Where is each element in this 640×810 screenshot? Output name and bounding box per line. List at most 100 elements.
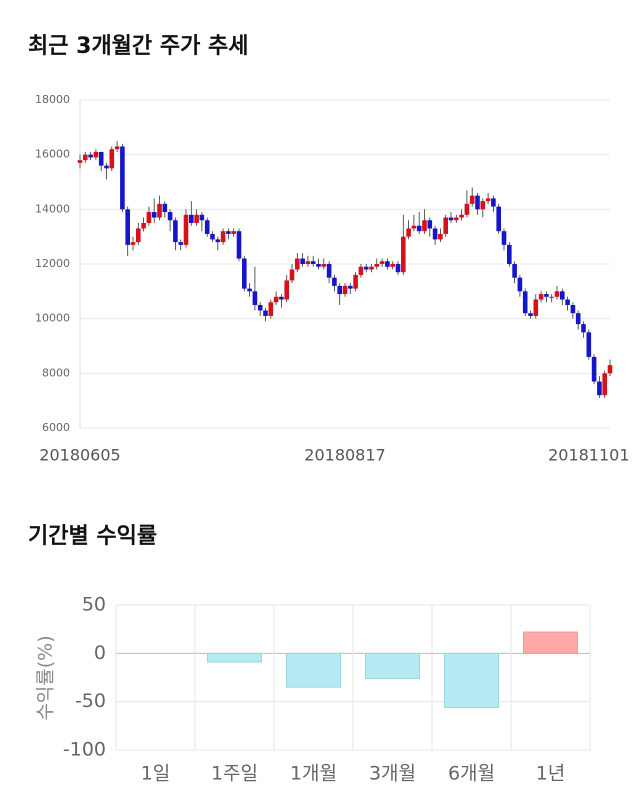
candle-body — [385, 261, 390, 267]
candle-body — [289, 269, 295, 281]
candle-body — [88, 154, 93, 158]
y-tick-label: -100 — [63, 739, 106, 761]
candle-body — [199, 214, 205, 221]
candle-body — [406, 228, 411, 237]
bar — [523, 631, 578, 654]
candle-body — [104, 165, 109, 169]
candle-body — [183, 214, 189, 245]
candle-body — [427, 220, 433, 229]
candle-body — [533, 299, 539, 316]
candle-body — [459, 214, 464, 218]
candle-body — [210, 233, 215, 240]
x-tick-label: 1년 — [536, 763, 566, 785]
candle-body — [422, 220, 427, 232]
candle-body — [125, 209, 130, 245]
candle-body — [348, 285, 353, 289]
candle-body — [507, 244, 512, 264]
candle-body — [454, 217, 459, 221]
candle-body — [173, 220, 178, 243]
candle-body — [83, 154, 88, 161]
candle-body — [136, 228, 141, 243]
candle-body — [257, 305, 263, 311]
candle-body — [401, 236, 406, 273]
candle-body — [517, 277, 523, 292]
y-tick-label: 8000 — [42, 366, 70, 379]
x-tick-label: 3개월 — [369, 763, 416, 785]
candle-body — [310, 261, 316, 264]
candle-body — [469, 195, 475, 204]
candle-body — [332, 277, 337, 286]
candle-body — [167, 212, 173, 221]
bar — [286, 652, 341, 688]
candle-body — [581, 324, 586, 333]
candle-body — [597, 381, 602, 396]
candle-body — [475, 195, 480, 210]
candle-body — [544, 294, 549, 297]
bar — [207, 652, 262, 663]
candle-body — [93, 151, 99, 158]
candle-body — [326, 264, 332, 278]
candle-body — [300, 258, 305, 264]
candle-body — [607, 365, 613, 374]
y-tick-label: 0 — [94, 642, 106, 664]
candle-body — [226, 231, 231, 234]
candle-body — [220, 231, 226, 243]
candle-body — [549, 296, 554, 298]
candle-body — [98, 151, 104, 166]
candle-body — [528, 313, 533, 316]
candle-body — [522, 291, 528, 314]
candle-body — [204, 220, 210, 234]
candle-body — [295, 258, 300, 270]
candle-body — [570, 305, 576, 314]
candle-body — [316, 264, 321, 267]
candle-body — [432, 228, 438, 240]
chart-title: 최근 3개월간 주가 추세 — [28, 34, 248, 59]
candle-body — [151, 212, 157, 218]
candle-body — [374, 264, 380, 267]
candle-body — [560, 291, 565, 300]
x-tick-label: 1주일 — [211, 763, 258, 785]
y-tick-label: 50 — [82, 594, 106, 616]
candle-body — [554, 291, 560, 297]
x-tick-label: 1일 — [141, 763, 171, 785]
candle-body — [512, 264, 517, 278]
candle-body — [602, 373, 607, 396]
candle-body — [411, 225, 417, 229]
candle-body — [130, 242, 136, 245]
y-tick-label: 16000 — [35, 148, 70, 161]
candle-body — [242, 258, 247, 289]
y-tick-label: 12000 — [35, 257, 70, 270]
candle-body — [141, 223, 146, 229]
candle-body — [485, 198, 491, 202]
y-axis-label: 수익률(%) — [35, 635, 57, 720]
candle-body — [565, 299, 570, 305]
candle-body — [157, 203, 162, 218]
candle-body — [189, 214, 194, 223]
chart-title: 기간별 수익률 — [28, 524, 157, 549]
bar — [444, 652, 499, 708]
candle-body — [438, 233, 443, 240]
candle-body — [109, 149, 115, 169]
y-tick-label: 14000 — [35, 202, 70, 215]
candle-body — [464, 203, 470, 215]
candle-body — [491, 198, 496, 207]
candle-body — [416, 225, 422, 232]
candle-body — [591, 356, 597, 382]
candle-body — [279, 296, 284, 300]
candle-body — [305, 261, 311, 264]
candle-body — [236, 231, 242, 259]
y-tick-label: 10000 — [35, 312, 70, 325]
candle-body — [321, 264, 327, 267]
candle-body — [353, 274, 358, 289]
candle-body — [273, 296, 279, 303]
x-tick-label: 6개월 — [448, 763, 495, 785]
candle-body — [231, 231, 236, 234]
candle-body — [284, 280, 289, 300]
candle-body — [390, 264, 395, 267]
candle-body — [77, 160, 83, 163]
x-tick-label: 20181101 — [548, 446, 629, 465]
candle-body — [114, 146, 120, 150]
x-tick-label: 1개월 — [290, 763, 337, 785]
candle-body — [586, 332, 592, 357]
